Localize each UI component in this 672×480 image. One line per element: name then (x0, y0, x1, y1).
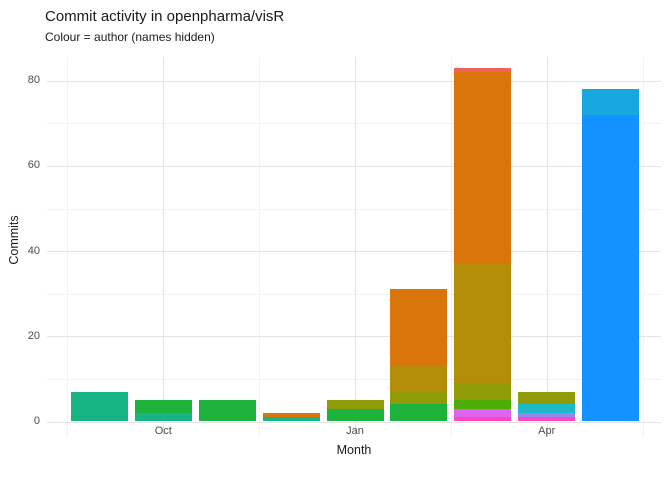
chart-title: Commit activity in openpharma/visR (45, 8, 285, 25)
bar-segment-feb-olive (390, 391, 448, 405)
bar-segment-apr-purple (518, 412, 576, 418)
gridline-x-minor (450, 57, 452, 437)
gridline-y-minor (47, 208, 661, 210)
gridline-x-major (355, 57, 356, 437)
gridline-x-minor (259, 57, 261, 437)
bar-segment-mar-chartreuse (454, 400, 512, 409)
bar-segment-jan-green (326, 408, 384, 422)
bar-segment-mar-pink (454, 417, 512, 422)
bar-segment-mar-magenta (454, 408, 512, 418)
bar-segment-mar-olive (454, 383, 512, 401)
y-tick-label-20: 20 (27, 329, 40, 342)
bar-segment-feb-orange (390, 289, 448, 367)
y-tick-label-60: 60 (27, 159, 40, 172)
gridline-y-major (47, 251, 661, 253)
bar-segment-sep-teal (70, 391, 128, 422)
bar-segment-dec-teal (262, 417, 320, 422)
bar-segment-mar-red (454, 67, 512, 73)
bar-segment-mar-orange (454, 72, 512, 264)
x-tick-label-jan: Jan (346, 425, 364, 437)
gridline-y-major (47, 421, 661, 423)
y-tick-label-0: 0 (33, 415, 40, 427)
x-axis-title: Month (336, 443, 372, 457)
bar-segment-mar-mustard (454, 263, 512, 384)
bar-segment-nov-green (198, 400, 256, 422)
gridline-y-major (47, 336, 661, 338)
gridline-y-major (47, 165, 661, 167)
bar-segment-oct-green (134, 400, 192, 413)
bar-segment-dec-orange (262, 412, 320, 418)
bar-segment-may-skyblue (582, 89, 640, 115)
x-tick-label-apr: Apr (538, 425, 556, 437)
y-tick-label-40: 40 (27, 244, 40, 257)
gridline-y-minor (47, 293, 661, 295)
x-tick-label-oct: Oct (154, 425, 172, 437)
gridline-x-minor (67, 57, 69, 437)
gridline-x-major (163, 57, 165, 437)
bar-segment-jan-olive (326, 400, 384, 409)
gridline-y-major (47, 80, 661, 82)
y-axis-title: Commits (7, 215, 21, 265)
gridline-y-minor (47, 378, 661, 380)
bar-segment-apr-olive (518, 391, 576, 405)
bar-segment-apr-pink (518, 417, 576, 422)
bar-segment-oct-teal (134, 412, 192, 422)
bar-segment-feb-green (390, 404, 448, 422)
gridline-x-minor (642, 57, 644, 437)
bar-segment-apr-cyan (518, 404, 576, 413)
y-tick-label-80: 80 (27, 74, 40, 87)
gridline-x-major (546, 57, 548, 437)
bar-segment-feb-mustard (390, 366, 448, 392)
bar-segment-may-blue (582, 114, 640, 422)
gridline-y-minor (47, 123, 661, 125)
chart-subtitle: Colour = author (names hidden) (45, 30, 215, 44)
